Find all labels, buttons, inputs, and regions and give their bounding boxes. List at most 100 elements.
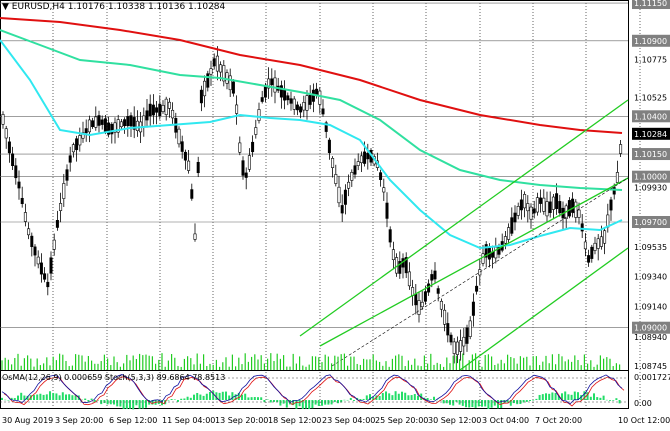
candle-body (459, 340, 463, 352)
candle-body (199, 89, 203, 104)
volume-bar (558, 353, 560, 370)
volume-bar (513, 358, 515, 370)
candle-body (222, 65, 226, 82)
symbol-label: EURUSD,H4 (11, 2, 65, 12)
osma-bar (452, 400, 455, 406)
candle-body (225, 72, 229, 84)
price-axis-label: 1.09340 (634, 272, 667, 281)
channel-mid-line (319, 177, 629, 347)
volume-bar (196, 353, 198, 370)
osma-bar (586, 392, 589, 400)
osma-bar (445, 400, 448, 404)
volume-bar (107, 358, 109, 370)
candle-body (503, 236, 507, 244)
candle-body (193, 233, 197, 240)
volume-bar (321, 362, 323, 370)
volume-bar (455, 355, 457, 370)
osma-bar (378, 396, 381, 400)
volume-bar (135, 358, 137, 370)
candle-body (404, 257, 408, 274)
volume-bar (596, 364, 598, 370)
osma-bar (426, 398, 429, 400)
volume-bar (295, 363, 297, 370)
osma-bar (401, 391, 403, 400)
osma-bar (353, 400, 355, 401)
volume-bar (523, 357, 525, 370)
osma-bar (308, 400, 311, 410)
volume-bar (382, 365, 384, 370)
candle-body (385, 202, 389, 219)
osma-bar (55, 393, 58, 400)
candle-body (49, 257, 53, 274)
volume-bar (183, 358, 185, 370)
volume-bar (423, 355, 425, 370)
volume-bar (420, 366, 422, 370)
candle-body (228, 75, 232, 91)
osma-bar (474, 400, 477, 408)
volume-bar (465, 365, 467, 370)
candle-body (110, 123, 114, 135)
volume-bar (103, 354, 105, 370)
volume-bar (257, 359, 259, 370)
osma-bar (173, 399, 176, 400)
osma-bar (52, 393, 55, 400)
volume-bar (116, 362, 118, 370)
osma-bar (573, 391, 576, 400)
osma-bar (602, 395, 605, 400)
volume-bar (353, 356, 355, 370)
volume-bar (452, 355, 454, 370)
osma-bar (292, 400, 295, 406)
volume-bar (225, 357, 227, 370)
osma-bar (404, 392, 407, 400)
osma-bar (97, 400, 99, 401)
osma-bar (247, 397, 250, 400)
volume-bar (507, 354, 509, 370)
volume-bar (587, 363, 589, 370)
ema-red-line (0, 17, 623, 134)
price-tag (632, 0, 670, 10)
osma-bar (228, 395, 231, 400)
candle-body (484, 244, 488, 258)
volume-bar (449, 363, 451, 370)
osma-bar (391, 395, 394, 400)
volume-bar (55, 360, 57, 370)
candle-body (446, 323, 450, 336)
candle-body (308, 94, 312, 105)
candle-body (123, 119, 127, 127)
volume-bar (75, 354, 77, 370)
osma-bar (81, 399, 83, 401)
osma-bar (74, 395, 77, 400)
candle-body (36, 256, 40, 265)
candle-body (305, 95, 309, 111)
volume-bar (491, 356, 493, 370)
volume-bar (411, 364, 413, 370)
volume-bar (519, 356, 521, 370)
osma-bar (413, 394, 416, 400)
volume-bar (222, 362, 224, 370)
osma-bar (343, 399, 346, 401)
candle-body (436, 288, 440, 294)
osma-bar (340, 400, 343, 403)
volume-bar (318, 357, 320, 370)
osma-bar (205, 393, 208, 400)
volume-bar (260, 355, 262, 370)
volume-bar (273, 361, 275, 370)
candle-body (30, 235, 34, 247)
volume-bar (446, 357, 448, 370)
volume-bar (7, 359, 9, 370)
candle-body (62, 183, 66, 199)
osma-bar (4, 399, 7, 401)
osma-bar (193, 394, 195, 400)
candle-body (449, 334, 453, 343)
volume-bar (142, 355, 144, 370)
osma-bar (183, 398, 186, 400)
time-axis-label: 3 Sep 20:00 (55, 416, 103, 425)
osma-bar (61, 392, 64, 400)
osma-bar (567, 394, 570, 400)
osma-bar (525, 400, 528, 402)
osma-bar (513, 400, 515, 404)
candle-body (183, 151, 187, 161)
candle-body (388, 229, 392, 243)
